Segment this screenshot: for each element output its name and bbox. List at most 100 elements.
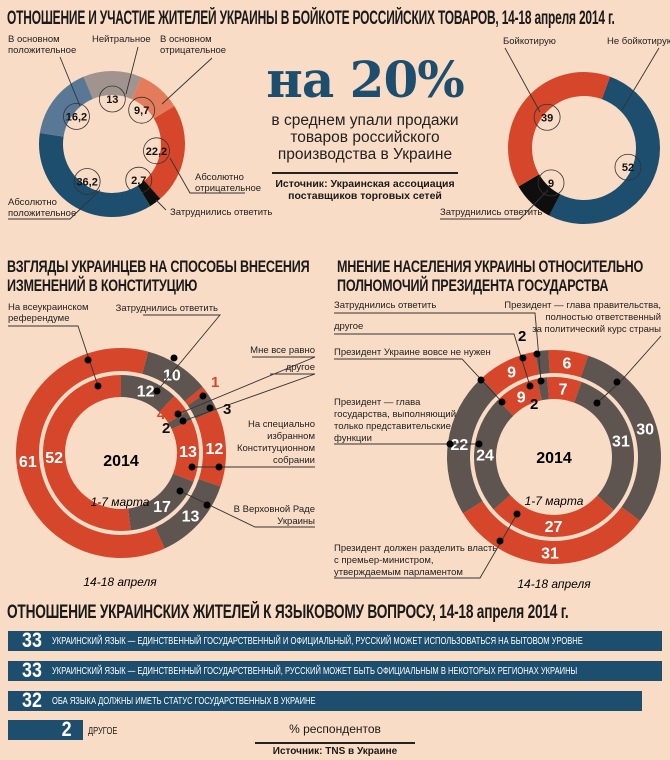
value-label: 1	[211, 374, 219, 391]
segment	[39, 76, 93, 137]
label: Затруднились ответить	[334, 300, 436, 311]
donut-president: 6 30 31 22 9 7 31 27 24 9	[447, 350, 661, 564]
segment	[447, 378, 498, 514]
value-label: 13	[182, 509, 200, 526]
value-label: 52	[622, 162, 634, 174]
segment	[137, 180, 161, 207]
label: Украины	[277, 516, 315, 527]
label: Президент — глава	[334, 397, 421, 408]
value-circle	[73, 168, 101, 195]
value-label: 2	[162, 420, 170, 437]
label: Затруднились ответить	[170, 207, 272, 218]
segment	[39, 132, 151, 217]
label: Президент должен разделить власть	[334, 543, 497, 554]
segment	[131, 77, 175, 119]
value-label: 31	[612, 433, 630, 450]
label: референдуме	[8, 313, 69, 324]
value-label: 10	[163, 368, 181, 385]
segment	[481, 351, 540, 396]
title-boycott: ОТНОШЕНИЕ И УЧАСТИЕ ЖИТЕЛЕЙ УКРАИНЫ В БО…	[7, 8, 615, 29]
segment	[548, 350, 589, 378]
value-label: 3	[223, 401, 231, 418]
headline-percent: на 20%	[266, 50, 465, 109]
footer-source: Источник: TNS в Украине	[272, 746, 398, 757]
value-label: 31	[541, 545, 559, 562]
value-label: 30	[636, 421, 654, 438]
label: Абсолютно	[8, 197, 57, 208]
donut-boycott-attitude: 13 9,7 22,2 2,7 36,2 16,2	[39, 70, 185, 217]
value-label: 24	[476, 447, 494, 464]
language-bar: 33 УКРАИНСКИЙ ЯЗЫК — ЕДИНСТВЕННЫЙ ГОСУДА…	[8, 629, 662, 652]
segment	[121, 375, 175, 413]
headline-source: Источник: Украинская ассоциация поставщи…	[250, 178, 480, 202]
label: полностью ответственный	[545, 312, 661, 323]
value-circle	[63, 102, 90, 130]
label: На специально	[248, 419, 315, 430]
value-label: 39	[541, 112, 553, 124]
source-line: Источник: Украинская ассоциация	[275, 178, 455, 190]
bar-label: ОБА ЯЗЫКА ДОЛЖНЫ ИМЕТЬ СТАТУС ГОСУДАРСТВ…	[52, 695, 316, 707]
label: избранном	[267, 431, 315, 442]
source-line: поставщиков торговых сетей	[288, 190, 442, 202]
label: государства, выполняющий	[334, 409, 456, 420]
value-label: 4	[157, 406, 166, 423]
label: только представительские	[334, 421, 451, 432]
value-label: 2	[530, 396, 538, 413]
value-label: 7	[559, 382, 568, 399]
segment	[580, 355, 661, 521]
label: положительное	[8, 208, 76, 219]
segment	[83, 70, 142, 100]
inner-ring-period: 1-7 марта	[91, 495, 150, 509]
center-year: 2014	[103, 453, 139, 470]
segment	[518, 174, 561, 216]
value-label: 61	[19, 454, 37, 471]
center-year: 2014	[536, 450, 572, 467]
segment	[159, 396, 187, 423]
value-label: 13	[179, 444, 197, 461]
label: отрицательное	[160, 45, 226, 56]
value-circle	[128, 96, 156, 124]
value-circle	[533, 103, 561, 131]
label: Бойкотирую	[503, 36, 556, 47]
segment	[187, 392, 217, 419]
title-president: МНЕНИЕ НАСЕЛЕНИЯ УКРАИНЫ ОТНОСИТЕЛЬНО ПО…	[337, 257, 644, 295]
bar-value: 33	[22, 629, 42, 652]
value-label: 12	[137, 384, 155, 401]
segment	[493, 495, 614, 537]
segment	[474, 400, 514, 510]
language-bar: 33 УКРАИНСКИЙ ЯЗЫК — ЕДИНСТВЕННЫЙ ГОСУДА…	[8, 659, 662, 682]
segment	[16, 348, 165, 558]
value-circle	[98, 85, 126, 113]
label: положительное	[8, 45, 76, 56]
label: В основном	[160, 34, 212, 45]
segment	[463, 501, 640, 564]
value-label: 17	[153, 499, 171, 516]
outer-ring-period: 14-18 апреля	[517, 577, 591, 591]
value-label: 2	[518, 328, 526, 345]
donut4-labels: Затруднились ответить другое 2 2 Президе…	[334, 300, 662, 591]
segment	[547, 377, 582, 403]
value-label: 36,2	[76, 177, 97, 189]
value-label: 9	[548, 178, 554, 190]
value-label: 2,7	[131, 175, 146, 187]
headline-line: в среднем упали продажи	[271, 112, 459, 129]
label: Мне все равно	[250, 345, 315, 356]
title-constitution: ВЗГЛЯДЫ УКРАИНЦЕВ НА СПОСОБЫ ВНЕСЕНИЯ ИЗ…	[7, 257, 310, 295]
label: Затруднились ответить	[440, 207, 542, 218]
segment	[144, 106, 185, 199]
label: На всеукраинском	[8, 302, 89, 313]
label: В основном	[8, 34, 60, 45]
segment	[42, 375, 131, 531]
donut1-labels: В основном положительное Нейтральное В о…	[8, 34, 272, 220]
bar-label: УКРАИНСКИЙ ЯЗЫК — ЕДИНСТВЕННЫЙ ГОСУДАРСТ…	[52, 665, 578, 677]
value-label: 13	[106, 94, 118, 106]
value-label: 9	[517, 389, 526, 406]
label: Президент — глава правительства,	[504, 300, 661, 311]
label: собрании	[273, 455, 315, 466]
headline-text: в среднем упали продажи товаров российск…	[250, 112, 480, 163]
value-label: 6	[563, 355, 572, 372]
value-label: 27	[545, 519, 563, 536]
bar-value: 32	[22, 689, 42, 712]
outer-ring-period: 14-18 апреля	[83, 575, 157, 589]
